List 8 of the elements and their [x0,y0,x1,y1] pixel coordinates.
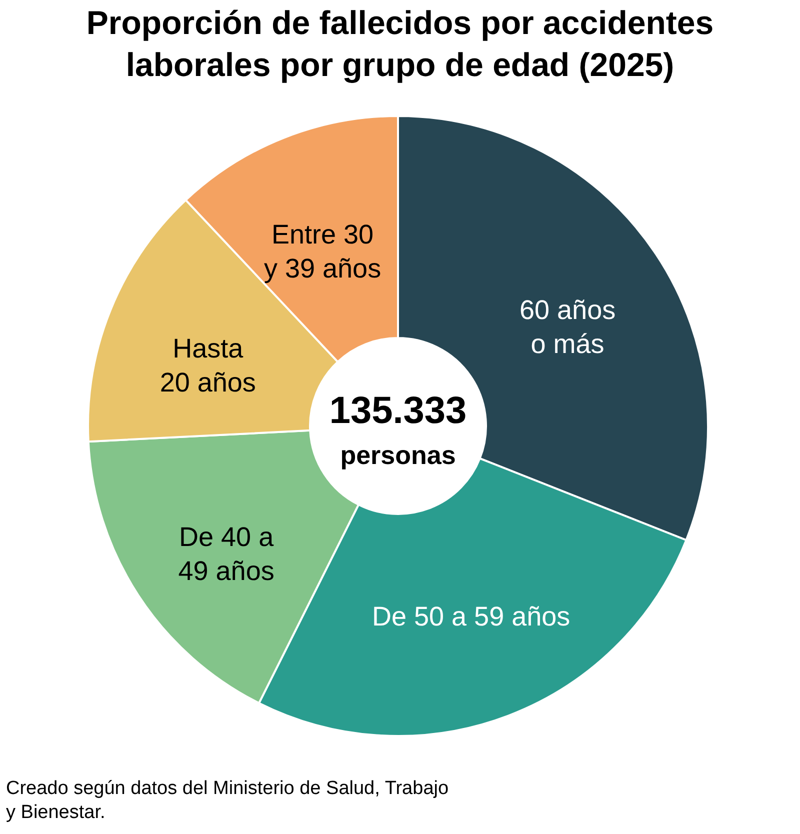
slice-label: De 50 a 59 años [372,602,570,632]
slice-label: 60 años o más [520,294,616,359]
slice-label: Entre 30 y 39 años [264,219,382,284]
text: 135.333 personas [329,390,467,470]
text: Creado según datos del Ministerio de Salud, Trabajo y Bienestar. [6,778,449,823]
slice-label: Hasta 20 años [160,333,256,398]
slice-label: De 40 a 49 años [178,522,275,586]
chart-title: Proporción de fallecidos por accidentes laborales por grupo de edad (2025) [86,4,714,83]
